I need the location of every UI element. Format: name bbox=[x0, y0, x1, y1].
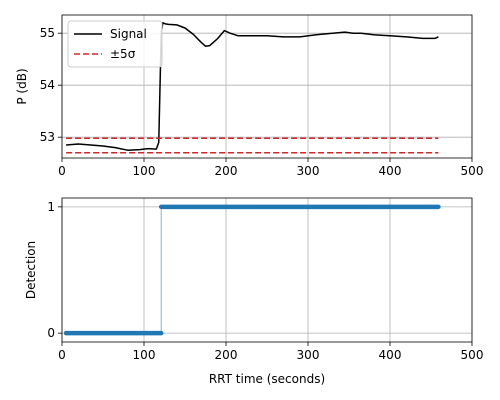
signal-line bbox=[66, 22, 439, 151]
detection-axes: 0 100 200 300 400 500 0 1 Detection RRT time (sec… bbox=[24, 197, 484, 386]
y-tick-label: 1 bbox=[47, 200, 55, 214]
axes-frame bbox=[61, 14, 473, 159]
x-tick-label: 100 bbox=[133, 164, 156, 178]
x-tick-label: 400 bbox=[379, 164, 402, 178]
x-tick-label: 500 bbox=[461, 164, 484, 178]
x-tick-label: 0 bbox=[58, 164, 66, 178]
x-tick-label: 400 bbox=[379, 348, 402, 362]
y-axis-label: P (dB) bbox=[15, 68, 29, 104]
series-group bbox=[66, 22, 439, 154]
y-tick-label: 0 bbox=[47, 326, 55, 340]
x-tick-label: 200 bbox=[215, 164, 238, 178]
series-group bbox=[63, 204, 441, 336]
legend-box bbox=[67, 20, 163, 68]
y-tick-label: 55 bbox=[40, 26, 55, 40]
detection-line bbox=[66, 206, 439, 334]
x-tick-label: 200 bbox=[215, 348, 238, 362]
x-tick-label: 0 bbox=[58, 348, 66, 362]
x-tick-label: 500 bbox=[461, 348, 484, 362]
legend: Signal ±5σ bbox=[67, 20, 163, 68]
x-tick-label: 300 bbox=[297, 164, 320, 178]
x-tick-label: 300 bbox=[297, 348, 320, 362]
x-axis-label: RRT time (seconds) bbox=[209, 372, 325, 386]
axes-frame bbox=[61, 197, 473, 343]
signal-axes: 0 100 200 300 400 500 53 54 55 P (dB) Signal ±5σ bbox=[15, 14, 484, 178]
y-axis-label: Detection bbox=[24, 241, 38, 299]
y-tick-label: 54 bbox=[40, 78, 55, 92]
x-tick-label: 100 bbox=[133, 348, 156, 362]
legend-label: Signal bbox=[110, 27, 147, 41]
y-tick-label: 53 bbox=[40, 130, 55, 144]
legend-label: ±5σ bbox=[110, 47, 136, 61]
